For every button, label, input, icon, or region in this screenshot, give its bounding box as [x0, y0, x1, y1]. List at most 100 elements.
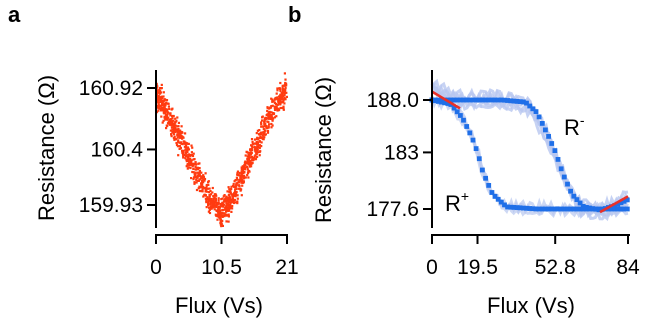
series-point-R+ — [587, 206, 592, 212]
scatter-point — [223, 194, 226, 197]
scatter-point — [171, 117, 174, 120]
scatter-point — [185, 144, 188, 148]
panel-a-y-tick-label: 160.4 — [90, 138, 143, 161]
scatter-point — [246, 157, 249, 161]
scatter-point — [253, 145, 256, 148]
scatter-point — [250, 163, 253, 166]
scatter-point — [266, 109, 269, 113]
scatter-point — [227, 215, 230, 218]
series-point-R- — [624, 197, 630, 203]
scatter-point — [243, 164, 246, 167]
scatter-point — [209, 197, 212, 201]
scatter-point — [170, 118, 173, 121]
scatter-point — [170, 124, 173, 127]
scatter-point — [226, 202, 230, 205]
scatter-point — [255, 153, 258, 156]
scatter-point — [260, 145, 263, 148]
scatter-point — [258, 136, 261, 139]
scatter-point — [226, 196, 229, 199]
scatter-point — [193, 181, 196, 184]
scatter-point — [160, 95, 163, 98]
panel-b-y-axis-title: Resistance (Ω) — [311, 77, 336, 223]
scatter-point — [200, 184, 203, 187]
scatter-point — [230, 193, 233, 196]
series-point-R+ — [439, 99, 444, 105]
scatter-point — [221, 219, 224, 222]
scatter-point — [220, 225, 223, 228]
scatter-point — [276, 96, 279, 99]
scatter-point — [236, 170, 240, 173]
scatter-point — [213, 203, 216, 206]
scatter-point — [276, 109, 279, 112]
panel-b-x-tick-label: 19.5 — [457, 256, 498, 279]
scatter-point — [281, 98, 284, 101]
series-point-R+ — [476, 156, 482, 162]
scatter-point — [172, 125, 175, 128]
scatter-point — [177, 131, 180, 135]
series-point-R+ — [555, 206, 561, 212]
series-point-R+ — [492, 194, 498, 199]
scatter-point — [284, 81, 287, 85]
scatter-point — [228, 203, 231, 206]
scatter-point — [235, 187, 238, 190]
scatter-point — [234, 188, 237, 191]
scatter-point — [205, 199, 208, 202]
scatter-point — [268, 114, 271, 117]
scatter-point — [280, 98, 283, 101]
series-point-R- — [464, 97, 470, 103]
scatter-point — [270, 111, 273, 114]
scatter-point — [228, 209, 231, 212]
scatter-point — [163, 111, 166, 114]
scatter-point — [232, 182, 235, 186]
scatter-point — [161, 121, 164, 124]
series-point-R- — [461, 97, 466, 103]
scatter-point — [235, 185, 238, 188]
scatter-point — [284, 86, 287, 90]
scatter-point — [201, 179, 204, 183]
scatter-point — [229, 201, 232, 205]
scatter-point — [230, 187, 233, 190]
series-point-R- — [574, 197, 580, 202]
scatter-point — [227, 207, 231, 210]
series-point-R- — [615, 201, 621, 207]
scatter-point — [266, 117, 269, 120]
scatter-point — [281, 93, 284, 96]
scatter-point — [170, 120, 173, 123]
scatter-point — [266, 107, 269, 110]
scatter-point — [204, 189, 208, 192]
scatter-point — [264, 123, 267, 126]
series-point-R- — [483, 97, 488, 103]
scatter-point — [170, 135, 173, 138]
scatter-point — [220, 198, 223, 201]
scatter-point — [197, 173, 200, 176]
scatter-point — [192, 178, 195, 181]
scatter-point — [228, 205, 231, 208]
scatter-point — [194, 165, 197, 169]
scatter-point — [168, 122, 171, 125]
scatter-point — [260, 123, 263, 126]
scatter-point — [261, 134, 264, 137]
series-point-R+ — [624, 206, 630, 212]
scatter-point — [206, 187, 209, 190]
scatter-point — [239, 189, 242, 192]
series-point-R+ — [590, 206, 596, 212]
scatter-point — [232, 184, 235, 187]
scatter-point — [270, 105, 273, 108]
scatter-point — [208, 211, 212, 215]
scatter-point — [164, 118, 167, 121]
scatter-point — [215, 214, 218, 217]
scatter-point — [177, 134, 180, 137]
scatter-point — [200, 171, 203, 174]
scatter-point — [202, 176, 205, 179]
scatter-point — [259, 131, 263, 135]
panel-b-x-axis-title: Flux (Vs) — [487, 293, 575, 318]
panel-b: b Resistance (Ω) Flux (Vs) 0 19.5 52.8 84 17… — [288, 2, 640, 318]
scatter-point — [267, 114, 270, 117]
scatter-point — [164, 108, 167, 111]
scatter-point — [172, 128, 175, 131]
scatter-point — [267, 117, 270, 120]
scatter-point — [281, 86, 284, 89]
panel-b-y-tick-label: 183 — [384, 141, 419, 164]
scatter-point — [231, 198, 234, 201]
scatter-point — [186, 162, 189, 166]
